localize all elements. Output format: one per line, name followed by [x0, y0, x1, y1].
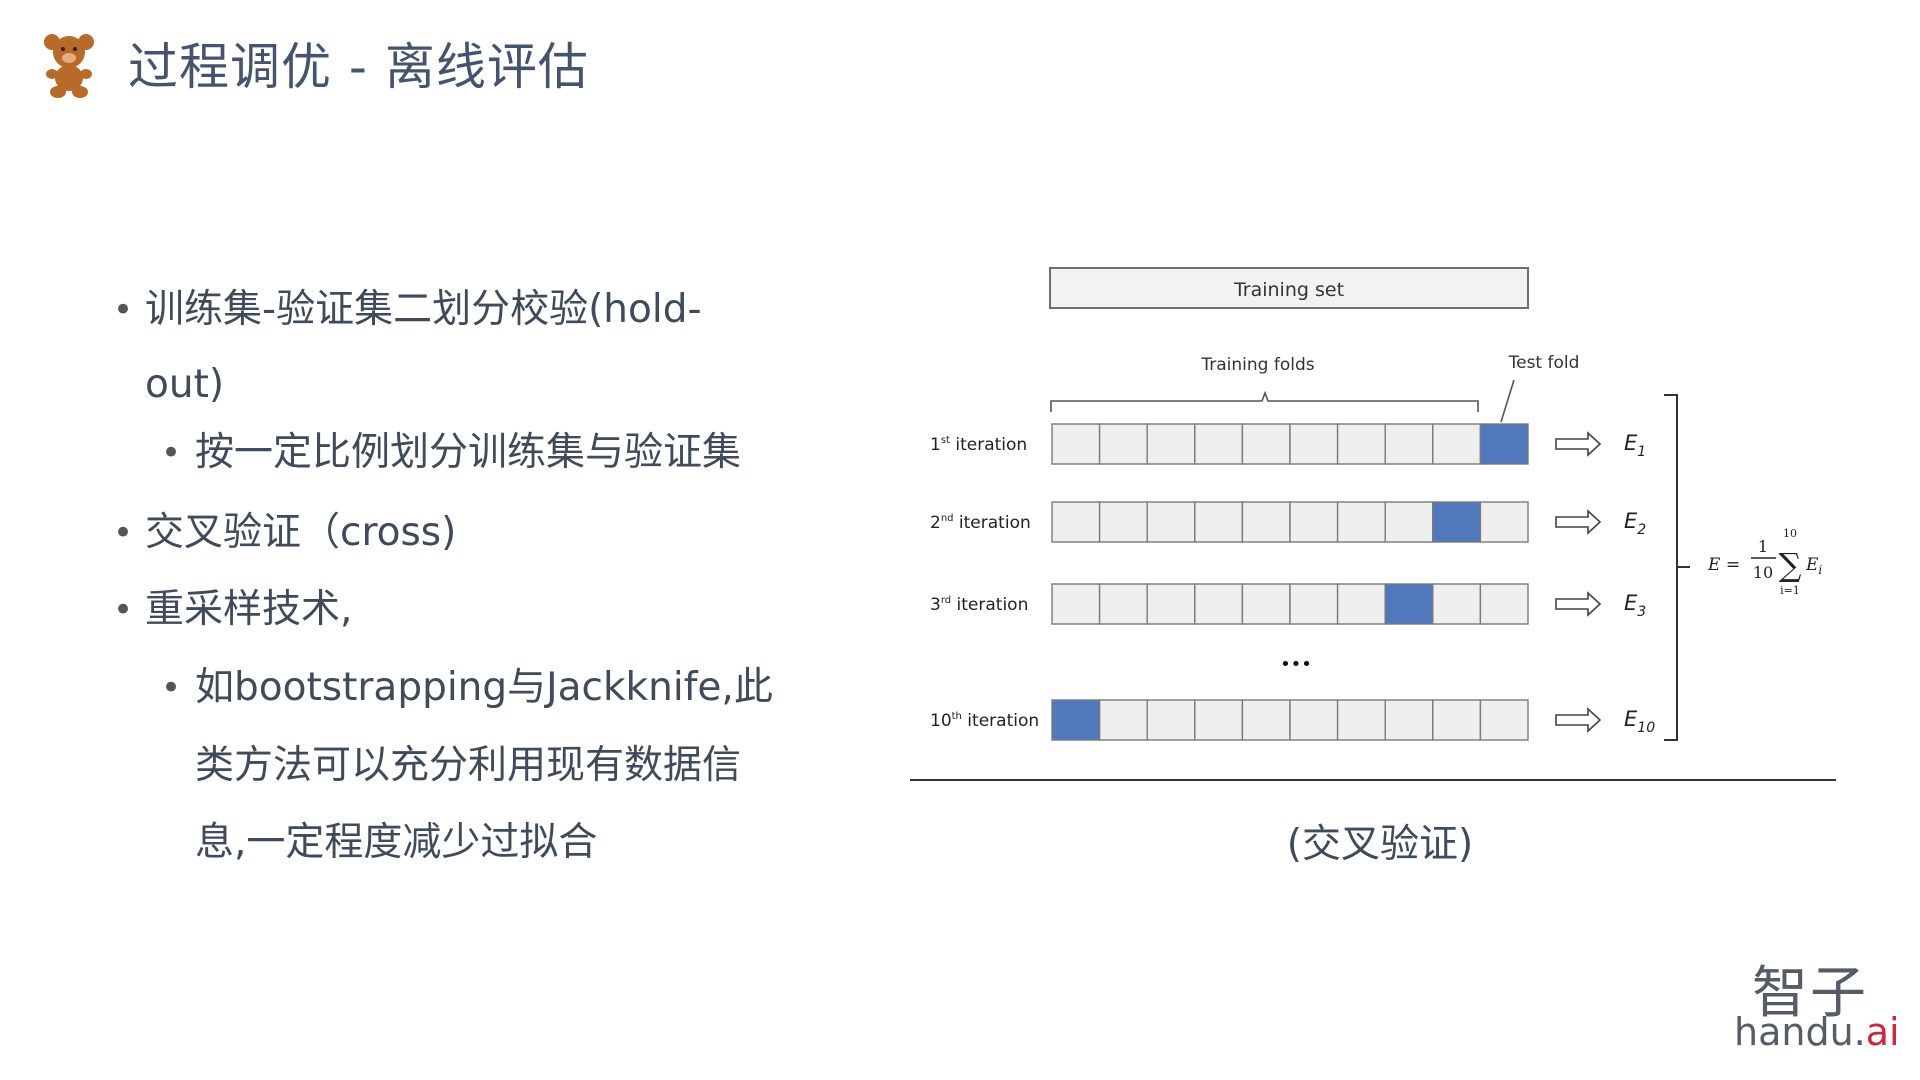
slide-title: 过程调优 - 离线评估 — [128, 38, 589, 96]
training-set-label: Training set — [1233, 279, 1344, 301]
test-fold-cell — [1479, 423, 1529, 465]
bullet-holdout-cont: out) — [145, 360, 224, 410]
training-fold-cell — [1432, 699, 1482, 741]
iteration-label: 3rd iteration — [930, 595, 1028, 615]
diagram-caption: (交叉验证) — [1286, 822, 1474, 867]
test-fold-pointer — [1500, 379, 1515, 423]
bullet-resampling: 重采样技术, — [113, 585, 353, 635]
sub-bullet-bootstrap: 如bootstrapping与Jackknife,此 — [161, 663, 773, 713]
training-fold-cell — [1384, 423, 1434, 465]
bullet-holdout: 训练集-验证集二划分校验(hold- — [113, 285, 702, 335]
brand-main-text: handu. — [1734, 1010, 1866, 1054]
formula-term: Ei — [1805, 555, 1822, 577]
implies-arrow-icon — [1555, 431, 1602, 457]
training-fold-cell — [1479, 501, 1529, 543]
training-folds-brace — [1050, 390, 1479, 412]
bear-logo-icon — [44, 34, 94, 98]
bullet-cross-validation: 交叉验证（cross) — [113, 508, 457, 558]
average-error-formula: E = 1 10 10 ∑ i=1 Ei — [1707, 527, 1822, 597]
training-fold-cell — [1289, 583, 1339, 625]
implies-arrow-icon — [1555, 591, 1602, 617]
formula-numerator: 1 — [1758, 537, 1768, 556]
training-fold-cell — [1098, 423, 1148, 465]
training-fold-cell — [1241, 423, 1291, 465]
training-fold-cell — [1432, 583, 1482, 625]
iteration-label: 2nd iteration — [930, 513, 1031, 533]
training-fold-cell — [1336, 501, 1386, 543]
training-fold-cell — [1289, 501, 1339, 543]
training-fold-cell — [1146, 423, 1196, 465]
training-fold-cell — [1051, 423, 1101, 465]
training-fold-cell — [1479, 699, 1529, 741]
test-fold-label: Test fold — [1508, 353, 1580, 373]
training-fold-cell — [1241, 583, 1291, 625]
sub-bullet-split-text: 按一定比例划分训练集与验证集 — [195, 430, 742, 475]
fold-error-label: E1 — [1624, 431, 1646, 460]
formula-lhs: E = — [1707, 555, 1740, 575]
sub-bullet-bootstrap-line1: 如bootstrapping与Jackknife,此 — [195, 665, 773, 710]
training-fold-cell — [1241, 501, 1291, 543]
iteration-label: 10th iteration — [930, 711, 1039, 731]
training-set-box — [1049, 267, 1529, 309]
formula-sum-bottom: i=1 — [1780, 584, 1800, 597]
brand-logo-handu: handu.ai — [1734, 1010, 1900, 1054]
fold-error-label: E3 — [1624, 591, 1646, 620]
test-fold-cell — [1051, 699, 1101, 741]
bullet-resampling-text: 重采样技术, — [145, 587, 353, 632]
training-fold-cell — [1194, 699, 1244, 741]
iteration-ellipsis: ••• — [1280, 654, 1312, 675]
training-fold-cell — [1146, 583, 1196, 625]
sub-bullet-bootstrap-line2: 类方法可以充分利用现有数据信 — [195, 743, 742, 788]
bullet-holdout-line1: 训练集-验证集二划分校验(hold- — [145, 287, 702, 332]
brand-accent-text: ai — [1865, 1010, 1900, 1054]
fold-error-label: E2 — [1624, 509, 1646, 538]
training-fold-cell — [1098, 501, 1148, 543]
training-fold-cell — [1051, 583, 1101, 625]
iteration-label: 1st iteration — [930, 435, 1027, 455]
training-fold-cell — [1336, 423, 1386, 465]
training-fold-cell — [1194, 583, 1244, 625]
training-fold-cell — [1194, 501, 1244, 543]
sub-bullet-bootstrap-cont3: 息,一定程度减少过拟合 — [195, 818, 597, 868]
brand-logo-chinese: 智子 — [1752, 961, 1868, 1026]
implies-arrow-icon — [1555, 509, 1602, 535]
bullet-cross-validation-text: 交叉验证（cross) — [145, 510, 457, 555]
training-fold-cell — [1194, 423, 1244, 465]
sub-bullet-split: 按一定比例划分训练集与验证集 — [161, 428, 742, 478]
training-fold-cell — [1146, 501, 1196, 543]
training-fold-cell — [1289, 423, 1339, 465]
formula-sum-top: 10 — [1783, 527, 1797, 540]
formula-denominator: 10 — [1753, 563, 1773, 582]
sub-bullet-bootstrap-line3: 息,一定程度减少过拟合 — [195, 820, 598, 865]
training-fold-cell — [1146, 699, 1196, 741]
training-fold-cell — [1098, 583, 1148, 625]
fold-error-label: E10 — [1624, 707, 1655, 736]
training-folds-label: Training folds — [1200, 355, 1314, 375]
training-fold-cell — [1336, 699, 1386, 741]
training-fold-cell — [1336, 583, 1386, 625]
implies-arrow-icon — [1555, 707, 1602, 733]
training-fold-cell — [1479, 583, 1529, 625]
test-fold-cell — [1432, 501, 1482, 543]
training-fold-cell — [1241, 699, 1291, 741]
training-fold-cell — [1432, 423, 1482, 465]
errors-bracket — [1664, 394, 1690, 741]
training-fold-cell — [1289, 699, 1339, 741]
test-fold-cell — [1384, 583, 1434, 625]
bullet-holdout-line2: out) — [145, 362, 225, 407]
training-fold-cell — [1098, 699, 1148, 741]
training-fold-cell — [1384, 501, 1434, 543]
training-fold-cell — [1051, 501, 1101, 543]
formula-sum-symbol: ∑ — [1779, 546, 1802, 584]
sub-bullet-bootstrap-cont2: 类方法可以充分利用现有数据信 — [195, 741, 741, 791]
training-fold-cell — [1384, 699, 1434, 741]
